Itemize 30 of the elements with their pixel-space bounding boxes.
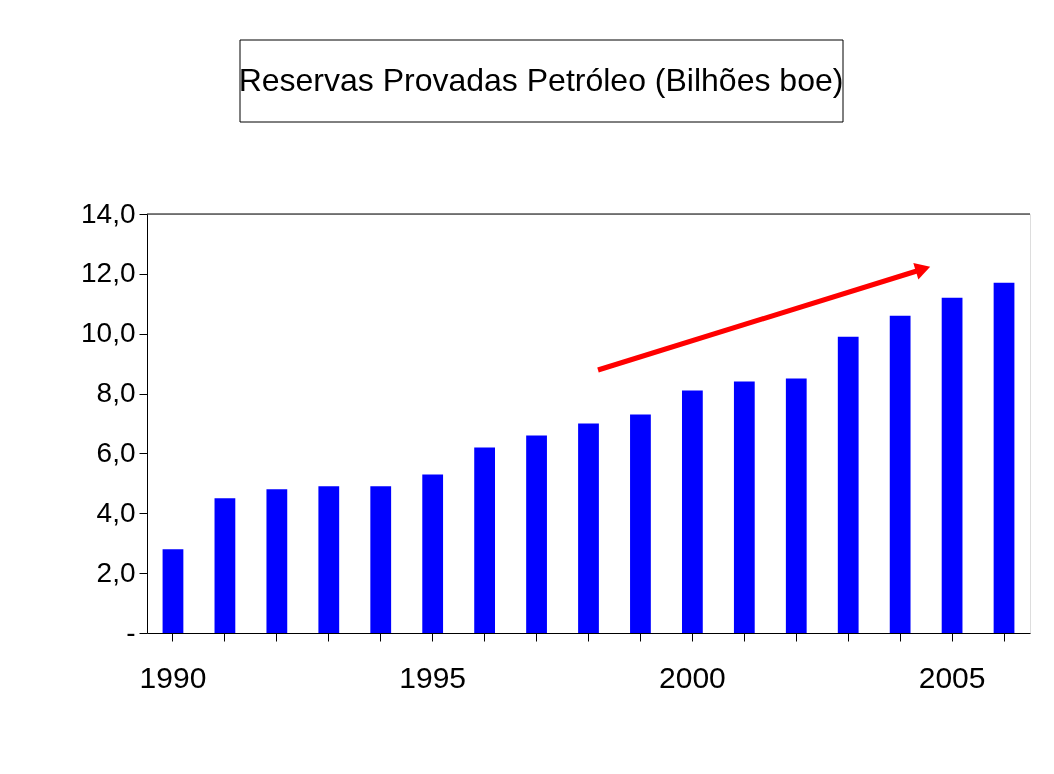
- y-tick-label: 12,0: [81, 257, 136, 289]
- bar: [889, 315, 911, 633]
- y-tick-label: 10,0: [81, 317, 136, 349]
- y-tick-label: 4,0: [96, 496, 136, 528]
- bar: [630, 414, 651, 633]
- bar: [266, 489, 288, 633]
- x-tick-label: 1995: [399, 660, 467, 694]
- y-tick-label: -: [126, 616, 136, 648]
- bar: [162, 549, 184, 633]
- y-tick-label: 2,0: [96, 556, 136, 588]
- y-tick-label: 6,0: [96, 436, 136, 468]
- bar: [578, 423, 599, 633]
- bar: [526, 435, 547, 633]
- bar: [422, 474, 444, 633]
- x-tick-label: 2005: [918, 660, 986, 694]
- chart-title: Reservas Provadas Petróleo (Bilhões boe): [238, 62, 844, 98]
- bar: [474, 447, 496, 633]
- bar: [214, 498, 236, 633]
- bar: [993, 282, 1015, 633]
- bar: [681, 390, 703, 633]
- x-tick-label: 1990: [139, 660, 207, 694]
- x-tick-label: 2000: [659, 660, 726, 694]
- y-tick-label: 8,0: [96, 377, 136, 409]
- bar: [733, 381, 755, 633]
- y-tick-label: 14,0: [81, 197, 136, 229]
- bar: [941, 297, 963, 633]
- bar: [370, 486, 392, 633]
- bar: [318, 486, 340, 633]
- bar: [837, 336, 859, 633]
- bar: [785, 378, 807, 633]
